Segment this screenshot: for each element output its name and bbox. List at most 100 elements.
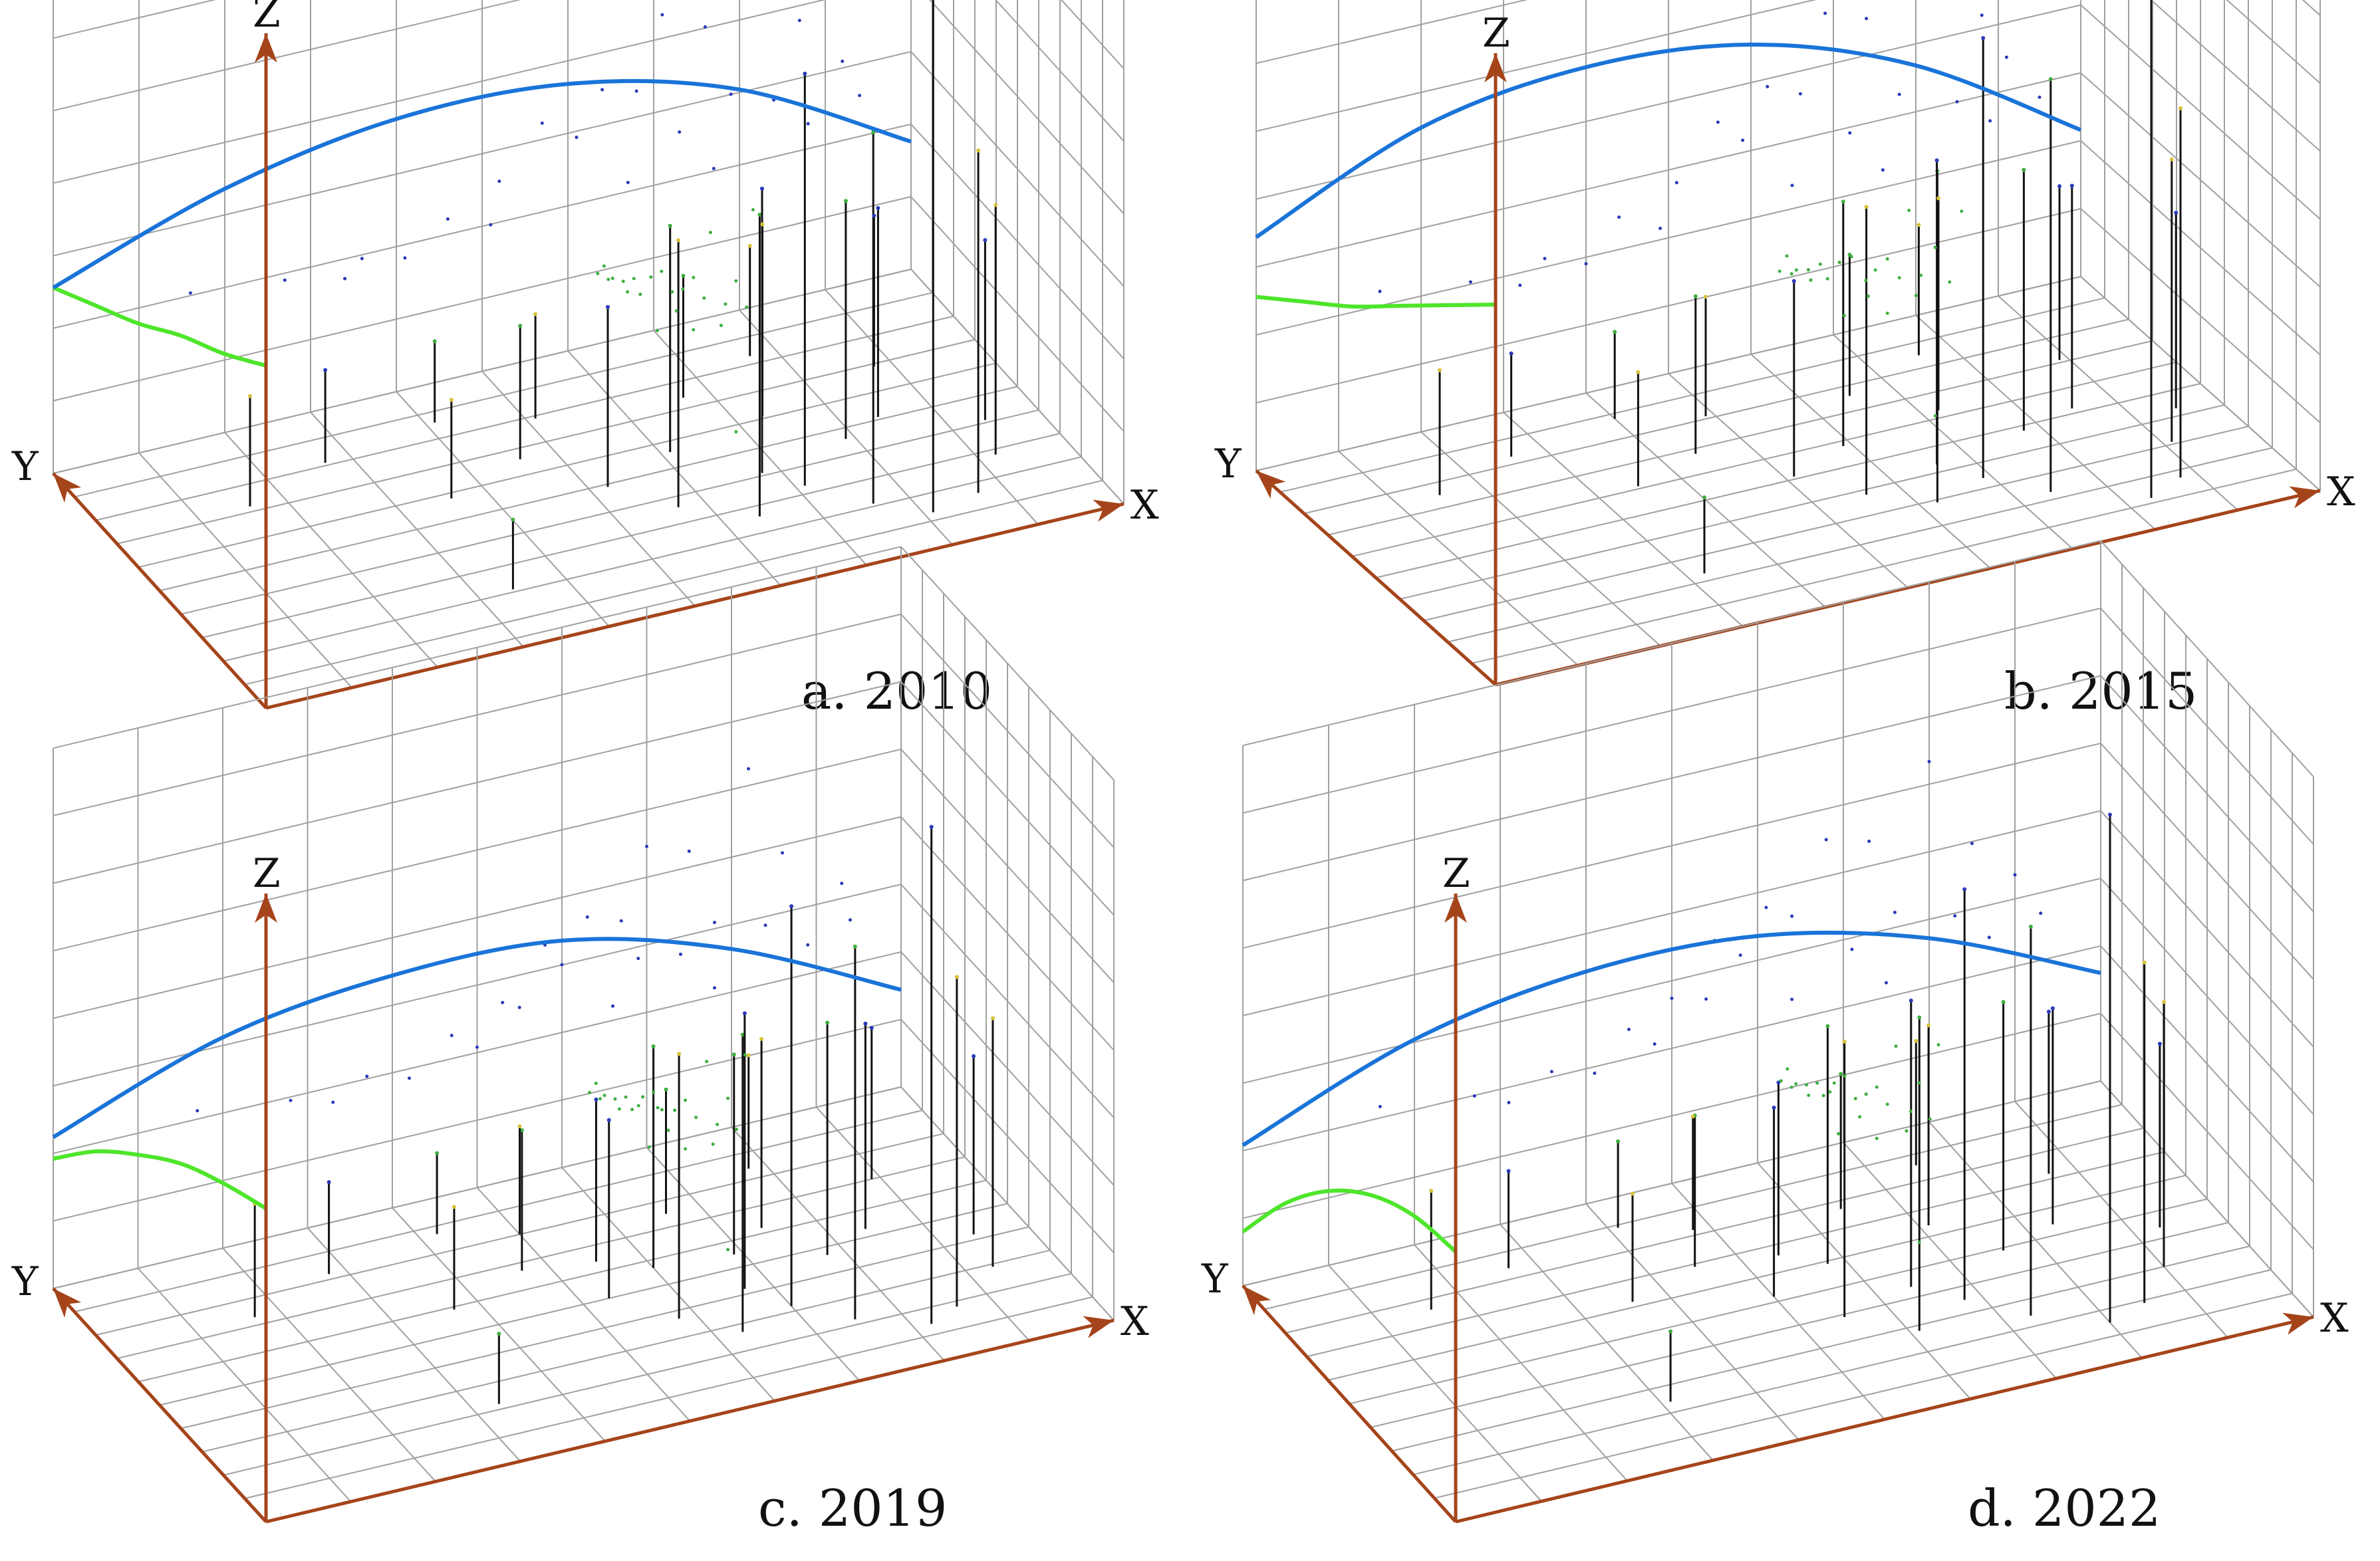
projected-point-y: [1873, 268, 1877, 272]
data-stems: [196, 767, 995, 1404]
projected-point-x: [687, 849, 691, 853]
data-point: [929, 824, 934, 829]
data-point: [2046, 1009, 2051, 1014]
projected-point-x: [360, 257, 364, 261]
panel-caption: a. 2010: [801, 661, 993, 721]
side-wall-grid-line: [900, 749, 1115, 983]
projected-point-x: [560, 963, 564, 967]
projected-point-y: [1914, 294, 1918, 298]
projected-point-x: [1653, 1042, 1656, 1046]
projected-point-x: [1738, 953, 1742, 957]
grid-lines: [1256, 0, 2321, 685]
projected-point-x: [1885, 981, 1888, 985]
projected-point-y: [1785, 1067, 1789, 1071]
side-wall-grid-line: [910, 196, 1124, 432]
projected-point-y: [734, 279, 738, 283]
projected-point-x: [1790, 183, 1794, 187]
projected-point-x: [1790, 914, 1794, 918]
projected-point-y: [1821, 1094, 1825, 1098]
axes: X Y Z: [11, 850, 1149, 1524]
projected-point-x: [497, 180, 501, 183]
data-point: [2028, 924, 2033, 929]
projected-point-y: [656, 1106, 660, 1110]
x-axis-arrowhead: [2289, 486, 2320, 509]
x-axis-label: X: [2327, 469, 2355, 515]
projected-point-y: [1933, 245, 1937, 249]
floor-grid-line: [731, 1126, 945, 1362]
data-point: [1926, 1023, 1931, 1028]
projected-point-x: [841, 59, 845, 63]
projected-point-y: [734, 1128, 738, 1132]
data-point: [871, 130, 876, 134]
projected-point-x: [611, 1004, 614, 1008]
floor-grid-line: [815, 1106, 1030, 1341]
z-axis-label: Z: [1442, 850, 1470, 897]
projected-point-x: [619, 919, 623, 923]
data-point: [2001, 1000, 2006, 1005]
projected-point-y: [588, 1090, 592, 1094]
side-wall-grid-line: [900, 816, 1115, 1051]
projected-point-x: [2004, 55, 2008, 59]
projected-point-y: [1864, 1092, 1868, 1096]
projected-point-x: [1378, 1104, 1382, 1108]
floor-grid-line: [1327, 1175, 2186, 1381]
side-wall-grid-line: [900, 681, 1115, 916]
trend-line-y: [1256, 295, 1496, 309]
projected-point-y: [613, 1097, 617, 1101]
projected-point-x: [475, 1045, 479, 1049]
data-point: [1776, 1080, 1781, 1085]
back-wall-grid-line: [1256, 276, 2081, 471]
projected-point-x: [840, 882, 844, 886]
projected-point-x: [712, 166, 716, 170]
y-axis-label: Y: [1201, 1256, 1229, 1302]
projected-point-y: [1843, 1074, 1847, 1078]
side-wall-grid-line: [2100, 945, 2314, 1183]
data-point: [993, 203, 998, 207]
data-point: [2022, 168, 2026, 172]
data-point: [449, 398, 454, 402]
side-wall-grid-line: [2100, 540, 2314, 777]
trend-line-y: [52, 285, 267, 368]
back-wall-grid-line: [1242, 675, 2101, 882]
projected-point-x: [1980, 13, 1984, 17]
projected-point-y: [1885, 1102, 1889, 1106]
data-point: [757, 212, 762, 217]
data-point: [876, 205, 880, 210]
x-axis-arrowhead: [2282, 1312, 2314, 1335]
floor-grid-line: [1279, 297, 2105, 493]
floor-grid-line: [159, 1203, 1008, 1406]
back-wall-grid-line: [53, 546, 902, 749]
chart-svg: X Y Z: [1201, 540, 2349, 1524]
projected-point-y: [666, 1128, 670, 1132]
data-point: [1690, 1114, 1695, 1119]
projected-point-y: [734, 430, 738, 434]
data-point: [1981, 36, 1986, 41]
projected-point-y: [1789, 1085, 1793, 1089]
projected-point-y: [1928, 1117, 1932, 1121]
data-point: [1636, 370, 1641, 374]
z-axis-arrowhead: [255, 894, 277, 923]
projected-point-x: [1674, 181, 1678, 185]
data-point: [1772, 1105, 1776, 1110]
projected-point-x: [600, 88, 604, 92]
side-wall-grid-line: [2100, 675, 2314, 913]
projected-point-x: [1617, 215, 1621, 219]
projected-point-x: [1549, 1070, 1553, 1074]
projected-point-y: [1794, 1082, 1798, 1086]
x-axis-arrowhead: [1093, 499, 1124, 522]
trend-line-x: [52, 937, 902, 1140]
projected-point-x: [1472, 1094, 1476, 1098]
data-point: [651, 1044, 656, 1048]
data-point: [2162, 1000, 2166, 1005]
projected-point-y: [594, 1082, 598, 1086]
side-wall-grid-line: [900, 951, 1115, 1186]
back-wall-grid-line: [53, 613, 902, 816]
floor-grid-line: [116, 338, 976, 544]
side-wall-grid-line: [2080, 4, 2321, 220]
projected-point-y: [1837, 261, 1841, 265]
projected-point-x: [1823, 11, 1827, 15]
projected-point-y: [617, 1107, 621, 1111]
projected-point-y: [621, 279, 625, 283]
projected-point-x: [1584, 262, 1588, 266]
